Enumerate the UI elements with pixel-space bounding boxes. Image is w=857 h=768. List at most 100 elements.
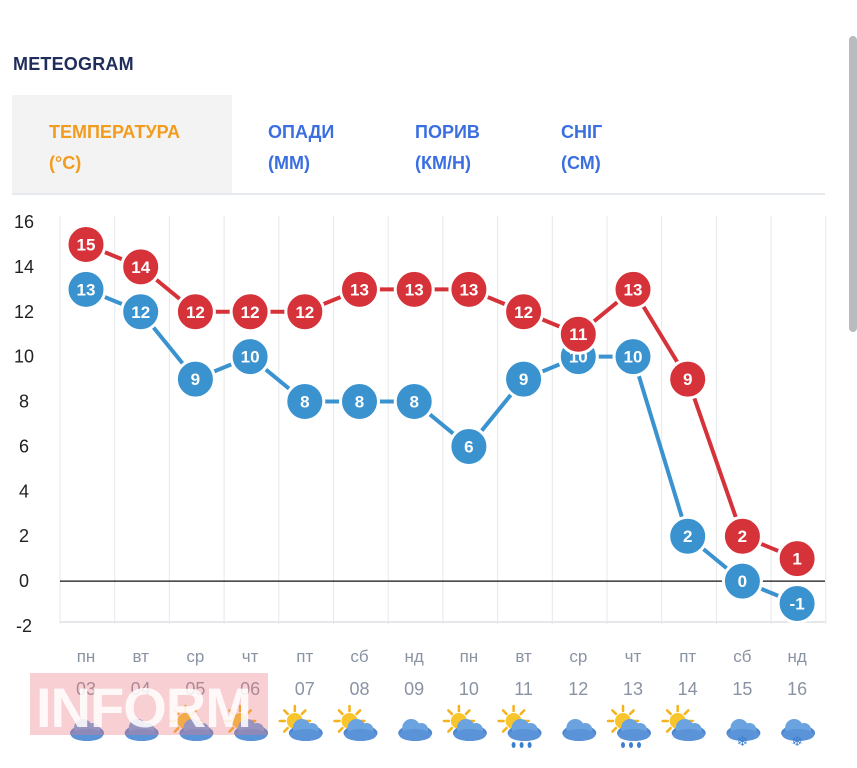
sun-rain-icon (497, 704, 542, 748)
temperature-chart: 1614121086420-2пн03вт04ср05чт06пт07сб08н… (14, 212, 827, 750)
y-tick-label: 0 (19, 571, 29, 591)
x-tick-dow: пт (296, 647, 313, 666)
tab-temperature-label: ТЕМПЕРАТУРА (49, 122, 181, 142)
snow-icon (726, 719, 761, 741)
y-tick-label: 4 (19, 481, 29, 501)
cloud-shape (508, 729, 541, 741)
sun-ray (665, 709, 672, 716)
data-label-min: 10 (241, 348, 260, 367)
sun-ray (282, 726, 289, 733)
tab-snow[interactable]: СНІГ (СМ) (561, 95, 681, 193)
sun-ray (337, 726, 344, 733)
sun-cloud-icon (442, 704, 487, 741)
series-point-max (174, 291, 216, 333)
data-label-min: 0 (738, 572, 747, 591)
series-point-max (503, 291, 545, 333)
series-point-max (448, 268, 490, 310)
x-tick-date: 07 (295, 679, 315, 699)
x-tick-dow: сб (350, 647, 369, 666)
inform-watermark: INFORM (30, 673, 268, 739)
y-tick-label: 2 (19, 526, 29, 546)
sun-ray (683, 709, 690, 716)
sun-ray (228, 709, 235, 716)
rain-drop (511, 742, 516, 748)
tab-temperature[interactable]: ТЕМПЕРАТУРА (°C) (12, 95, 232, 193)
data-label-max: 13 (624, 280, 643, 299)
cloud-shape (289, 729, 322, 741)
data-label-max: 1 (792, 550, 801, 569)
data-label-min: 9 (519, 370, 528, 389)
x-tick-dow: вт (132, 647, 149, 666)
rain-drop (519, 742, 524, 748)
sun-ray (501, 709, 508, 716)
x-tick-dow: вт (515, 647, 532, 666)
series-point-min (612, 336, 654, 378)
cloud-shape (180, 729, 213, 741)
data-label-min: 2 (683, 527, 692, 546)
data-label-min: 12 (131, 303, 150, 322)
snowflake: ❄ (737, 734, 749, 750)
rain-drop (637, 742, 641, 748)
sun-cloud-icon (223, 704, 269, 741)
data-label-max: 12 (514, 303, 533, 322)
sun-ray (519, 709, 526, 716)
sun-ray (628, 709, 635, 716)
tab-snow-unit: (СМ) (561, 153, 601, 173)
tab-wind-gust-label: ПОРИВ (415, 122, 480, 142)
sun-ray (447, 726, 454, 733)
series-point-max (120, 246, 162, 288)
series-point-max (393, 268, 435, 310)
sun-ray (447, 709, 454, 716)
x-tick-date: 16 (787, 679, 807, 699)
tab-wind-gust[interactable]: ПОРИВ (КМ/Н) (415, 95, 535, 193)
cloud-shape (782, 729, 815, 741)
x-tick-date: 05 (185, 679, 205, 699)
sun-ray (464, 709, 471, 716)
x-tick-date: 13 (623, 679, 643, 699)
x-tick-dow: чт (242, 647, 259, 666)
sun-ray (337, 709, 344, 716)
rain-drop (527, 742, 532, 748)
data-label-max: 13 (350, 280, 369, 299)
data-label-max: 13 (405, 280, 424, 299)
sun-ray (501, 726, 508, 733)
sun-ray (355, 709, 362, 716)
data-label-max: 12 (295, 303, 314, 322)
sun-cloud-icon (278, 704, 323, 741)
sun-ray (665, 726, 672, 733)
sun-ray (611, 709, 618, 716)
snowflake: ❄ (791, 734, 803, 750)
y-tick-label: 6 (19, 436, 29, 456)
x-tick-date: 04 (131, 679, 151, 699)
data-label-max: 9 (683, 370, 692, 389)
cloud-shape (399, 729, 432, 741)
x-tick-date: 10 (459, 679, 479, 699)
sun-rain-icon (606, 704, 651, 748)
series-point-min (667, 515, 709, 557)
sun-ray (300, 709, 307, 716)
tab-precipitation-unit: (ММ) (268, 153, 310, 173)
tab-precipitation[interactable]: ОПАДИ (ММ) (268, 95, 388, 193)
sun-ray (245, 709, 252, 716)
cloud-shape (125, 729, 158, 741)
y-tick-label: 10 (14, 347, 34, 367)
rain-drop (621, 742, 625, 748)
tab-precipitation-label: ОПАДИ (268, 122, 335, 142)
series-point-min (339, 381, 380, 423)
y-tick-label: 12 (14, 302, 34, 322)
sun-ray (173, 726, 180, 733)
x-tick-dow: ср (569, 647, 587, 666)
x-tick-dow: пн (77, 647, 96, 666)
snow-icon (781, 719, 816, 741)
data-label-max: 12 (186, 303, 205, 322)
meteogram-tabs: ТЕМПЕРАТУРА (°C) ОПАДИ (ММ) ПОРИВ (КМ/Н)… (12, 95, 825, 195)
scrollbar[interactable] (849, 36, 857, 332)
x-tick-date: 09 (404, 679, 424, 699)
sun-ray (611, 726, 618, 733)
data-label-min: 6 (464, 437, 473, 456)
sun-cloud-icon (661, 704, 706, 741)
series-point-min (284, 381, 326, 423)
series-point-min (776, 583, 818, 625)
series-point-max (721, 515, 763, 557)
data-label-min: 10 (624, 348, 643, 367)
